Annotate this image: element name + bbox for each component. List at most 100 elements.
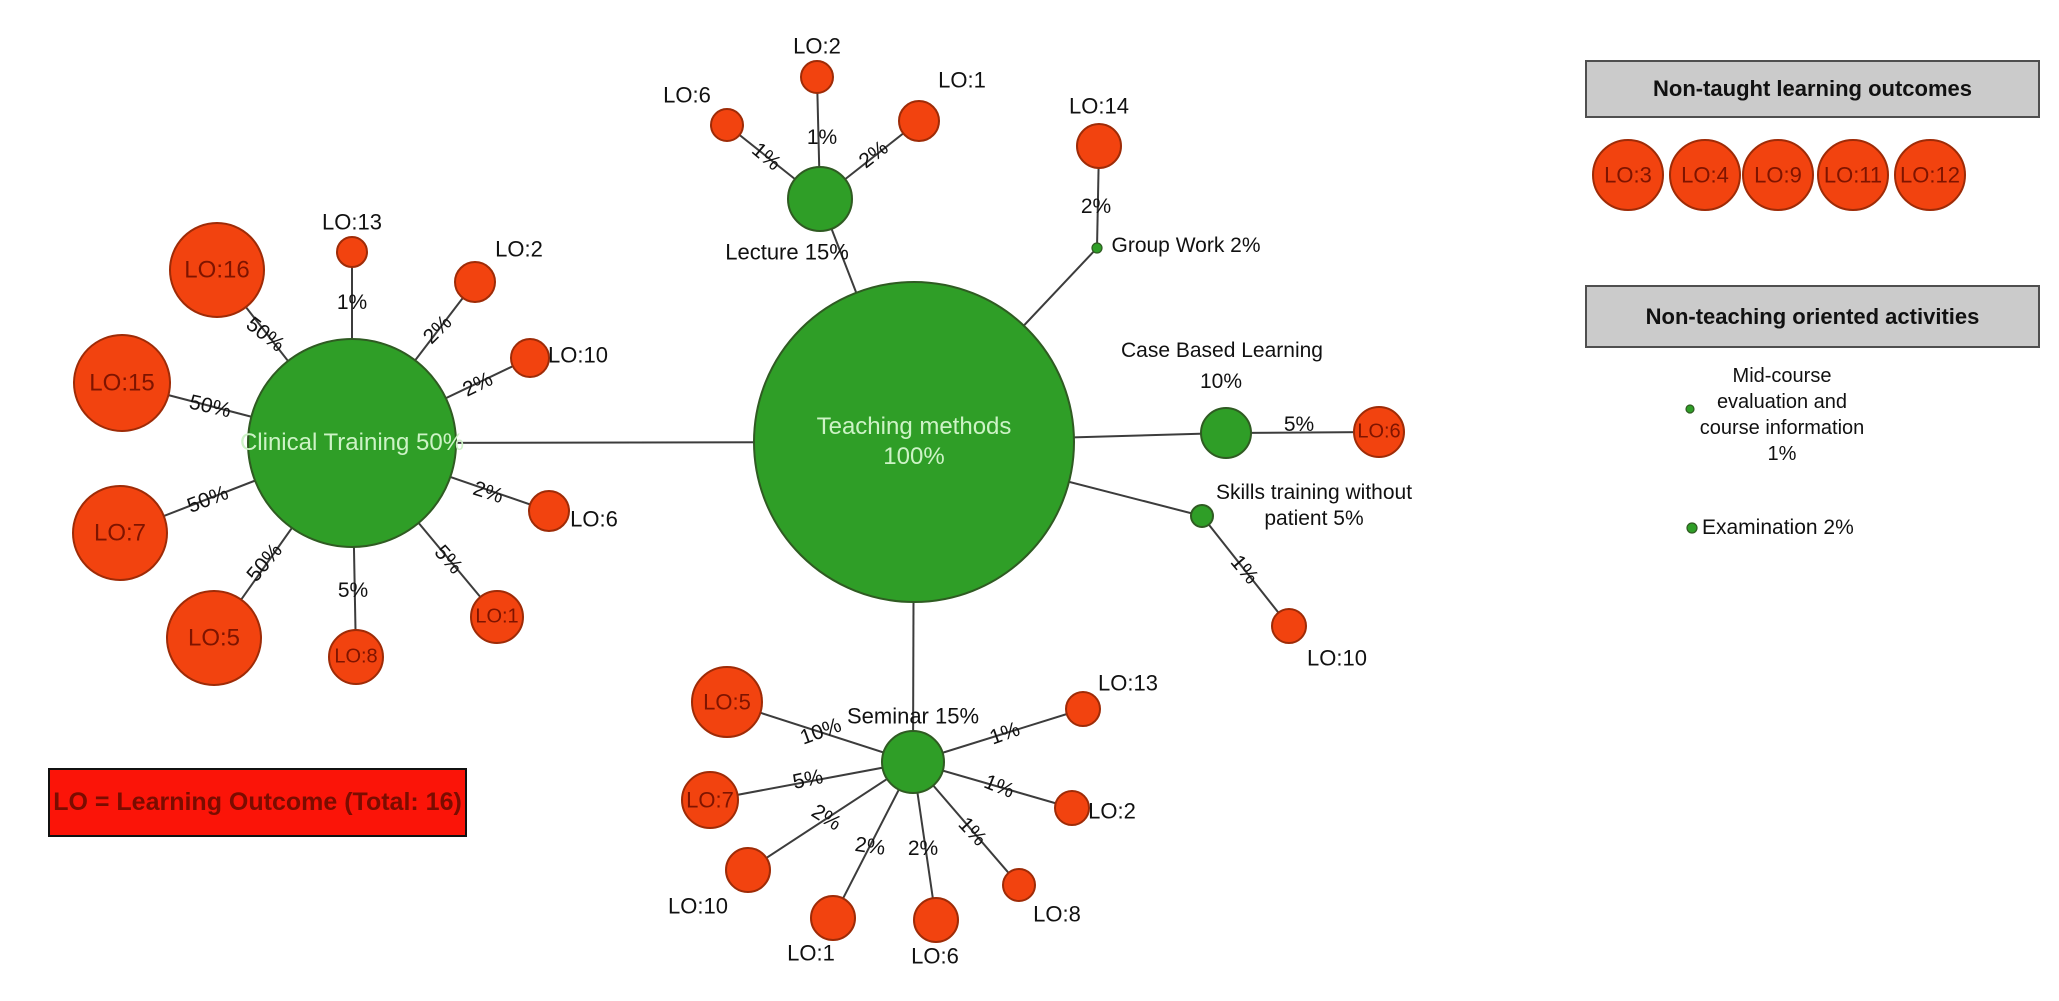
clinical-lo6-label: LO:6 (570, 506, 618, 532)
lecture-label: Lecture 15% (725, 239, 849, 265)
clinical-lo2-label: LO:2 (495, 236, 543, 262)
node-label-c-lo16: LO:16 (184, 256, 250, 284)
mid-course-line-2: evaluation and (1716, 391, 1848, 413)
node-label-nt-lo9: LO:9 (1754, 162, 1802, 188)
node-label-teaching: Teaching methods 100% (816, 413, 1012, 470)
node-lo14-outcome-circle (1076, 123, 1122, 169)
edge-skills-skills-lo10 (1201, 515, 1290, 627)
lecture-lo1-label: LO:1 (938, 67, 986, 93)
case-based-learning-label: Case Based Learning (1121, 338, 1323, 362)
mid-course-line-1: Mid-course (1732, 365, 1832, 387)
node-label-s-lo5: LO:5 (703, 689, 751, 715)
node-s-lo5-outcome-circle (691, 666, 763, 738)
group-work-percent: 2% (1080, 194, 1112, 218)
node-s-lo13-outcome-circle (1065, 691, 1101, 727)
node-c-lo5-outcome-circle (166, 590, 262, 686)
node-nt-lo12-outcome-circle (1894, 139, 1966, 211)
seminar-lo1-label: LO:1 (787, 940, 835, 966)
node-label-c-lo7: LO:7 (93, 519, 147, 547)
clinical-lo13-percent: 1% (336, 290, 368, 314)
mid-course-line-4: 1% (1767, 443, 1797, 465)
node-teaching-method-circle (753, 281, 1075, 603)
node-nt-lo4-outcome-circle (1669, 139, 1741, 211)
non-teaching-activities-title: Non-teaching oriented activities (1645, 303, 1980, 329)
node-c-lo6-outcome-circle (528, 490, 570, 532)
node-label-c-lo5: LO:5 (187, 624, 241, 652)
mid-course-activity-label: Mid-course evaluation and course informa… (1662, 363, 1902, 467)
node-nt-lo9-outcome-circle (1742, 139, 1814, 211)
node-s-lo7-outcome-circle (681, 771, 739, 829)
seminar-lo8-label: LO:8 (1033, 901, 1081, 927)
node-c-lo7-outcome-circle (72, 485, 168, 581)
group-work-label: Group Work 2% (1111, 233, 1261, 257)
node-label-cbl-lo6: LO:6 (1357, 420, 1401, 443)
node-nt-lo11-outcome-circle (1817, 139, 1889, 211)
node-label-s-lo7: LO:7 (686, 787, 734, 813)
lecture-lo2-percent: 1% (806, 125, 838, 149)
lecture-lo6-label: LO:6 (663, 82, 711, 108)
mid-course-line-3: course information (1699, 417, 1865, 439)
node-lec-lo6-outcome-circle (710, 108, 744, 142)
node-label-nt-lo11: LO:11 (1823, 162, 1883, 188)
node-skills-method-circle (1190, 504, 1214, 528)
node-c-lo8-outcome-circle (328, 629, 384, 685)
node-s-lo2-outcome-circle (1054, 790, 1090, 826)
clinical-lo13-label: LO:13 (322, 209, 382, 235)
node-lec-lo1-outcome-circle (898, 100, 940, 142)
examination-activity-label: Examination 2% (1702, 516, 1854, 539)
seminar-label: Seminar 15% (846, 703, 980, 729)
node-c-lo13-outcome-circle (336, 236, 368, 268)
skills-lo10-label: LO:10 (1307, 645, 1367, 671)
clinical-lo8-percent: 5% (337, 578, 369, 602)
node-clinical-method-circle (247, 338, 457, 548)
seminar-lo6-label: LO:6 (911, 943, 959, 969)
node-lecture-method-circle (787, 166, 853, 232)
node-cbl-lo6-outcome-circle (1353, 406, 1405, 458)
non-teaching-activities-header: Non-teaching oriented activities (1585, 285, 2040, 348)
lecture-lo2-label: LO:2 (793, 33, 841, 59)
edge-seminar-s-lo7 (709, 761, 914, 801)
node-label-c-lo8: LO:8 (334, 645, 378, 668)
case-based-learning-percent: 10% (1199, 369, 1243, 393)
legend-box: LO = Learning Outcome (Total: 16) (48, 768, 467, 837)
seminar-lo13-label: LO:13 (1098, 670, 1158, 696)
node-c-lo15-outcome-circle (73, 334, 171, 432)
node-c-lo16-outcome-circle (169, 222, 265, 318)
node-label-nt-lo12: LO:12 (1900, 162, 1960, 188)
edge-seminar-s-lo10 (747, 761, 914, 871)
node-skills-lo10-outcome-circle (1271, 608, 1307, 644)
seminar-lo1-percent: 2% (853, 832, 887, 860)
seminar-lo10-label: LO:10 (668, 893, 728, 919)
node-label-c-lo15: LO:15 (89, 369, 155, 397)
node-c-lo10-outcome-circle (510, 338, 550, 378)
skills-training-label-line2: patient 5% (1264, 506, 1364, 530)
clinical-lo10-label: LO:10 (548, 342, 608, 368)
node-exam-dot-method-circle (1686, 522, 1698, 534)
node-s-lo8-outcome-circle (1002, 868, 1036, 902)
node-c-lo2-outcome-circle (454, 261, 496, 303)
non-taught-outcomes-title: Non-taught learning outcomes (1653, 76, 1972, 101)
non-taught-outcomes-header: Non-taught learning outcomes (1585, 60, 2040, 118)
case-based-lo6-percent: 5% (1283, 412, 1315, 436)
lo14-label: LO:14 (1069, 93, 1129, 119)
seminar-lo2-label: LO:2 (1088, 798, 1136, 824)
node-s-lo6-outcome-circle (913, 897, 959, 943)
skills-training-label-line1: Skills training without (1215, 480, 1413, 504)
node-label-nt-lo4: LO:4 (1681, 162, 1729, 188)
node-c-lo1-outcome-circle (470, 590, 524, 644)
node-label-clinical: Clinical Training 50% (239, 429, 465, 456)
node-s-lo10-outcome-circle (725, 847, 771, 893)
node-label-c-lo1: LO:1 (475, 605, 519, 628)
node-cbl-method-circle (1200, 407, 1252, 459)
node-mid-dot-method-circle (1685, 404, 1695, 414)
node-s-lo1-outcome-circle (810, 895, 856, 941)
node-lec-lo2-outcome-circle (800, 60, 834, 94)
node-nt-lo3-outcome-circle (1592, 139, 1664, 211)
seminar-lo6-percent: 2% (907, 836, 939, 860)
legend-text: LO = Learning Outcome (Total: 16) (53, 788, 462, 816)
node-groupwork-method-circle (1091, 242, 1103, 254)
node-seminar-method-circle (881, 730, 945, 794)
node-label-nt-lo3: LO:3 (1604, 162, 1652, 188)
